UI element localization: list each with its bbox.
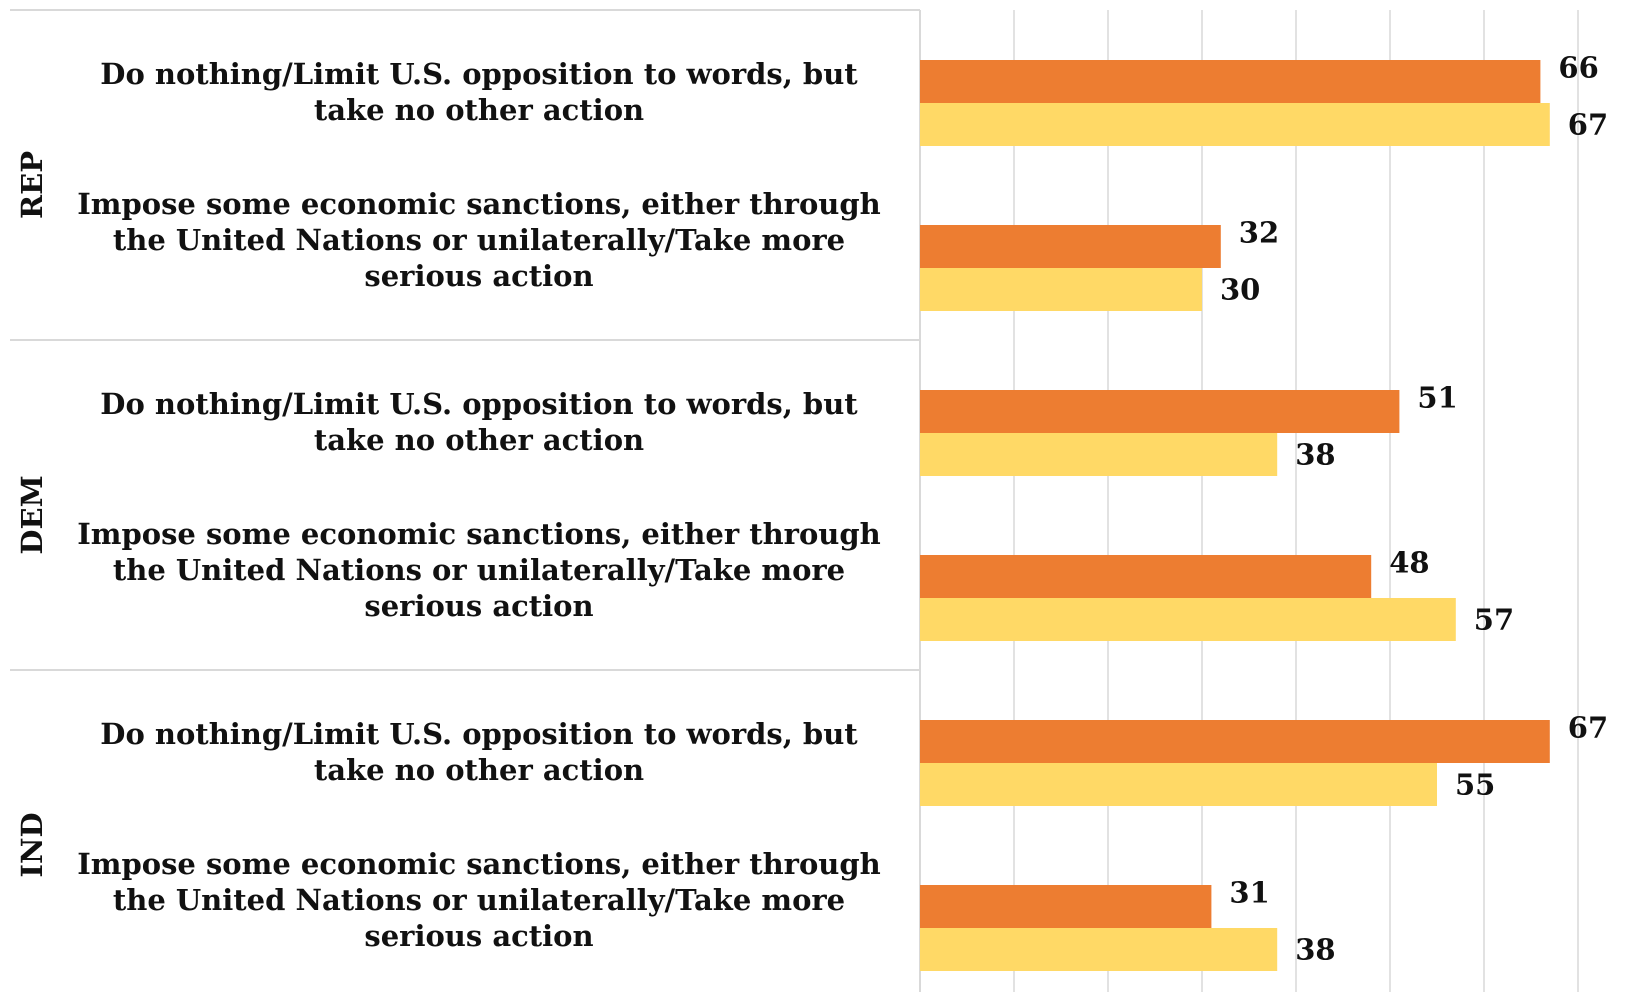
bar-dem-1-0 — [920, 555, 1372, 598]
bar-rep-0-0 — [920, 60, 1541, 103]
group-label-rep: REP — [15, 150, 49, 220]
bar-rep-1-1 — [920, 268, 1202, 311]
group-label-ind: IND — [15, 812, 49, 878]
bar-rep-1-0 — [920, 225, 1221, 268]
category-label: Impose some economic sanctions, either t… — [77, 187, 881, 293]
data-label: 32 — [1239, 216, 1279, 250]
data-label: 48 — [1389, 546, 1429, 580]
bar-ind-0-0 — [920, 720, 1550, 763]
category-label: Do nothing/Limit U.S. opposition to word… — [100, 717, 858, 787]
data-label: 38 — [1295, 933, 1335, 967]
category-label: Impose some economic sanctions, either t… — [77, 517, 881, 623]
bar-dem-1-1 — [920, 598, 1456, 641]
bar-dem-0-1 — [920, 433, 1278, 476]
data-label: 66 — [1558, 51, 1598, 85]
group-label-dem: DEM — [15, 475, 49, 555]
bar-ind-0-1 — [920, 763, 1437, 806]
bar-ind-1-0 — [920, 885, 1212, 928]
bar-dem-0-0 — [920, 390, 1400, 433]
data-label: 55 — [1455, 768, 1495, 802]
category-label: Do nothing/Limit U.S. opposition to word… — [100, 57, 858, 127]
data-label: 51 — [1417, 381, 1457, 415]
bar-rep-0-1 — [920, 103, 1550, 146]
data-label: 57 — [1474, 603, 1514, 637]
data-label: 67 — [1568, 108, 1608, 142]
data-label: 30 — [1220, 273, 1260, 307]
bar-ind-1-1 — [920, 928, 1278, 971]
category-label: Do nothing/Limit U.S. opposition to word… — [100, 387, 858, 457]
data-label: 67 — [1568, 711, 1608, 745]
category-label: Impose some economic sanctions, either t… — [77, 847, 881, 953]
data-label: 38 — [1295, 438, 1335, 472]
data-label: 31 — [1229, 876, 1269, 910]
